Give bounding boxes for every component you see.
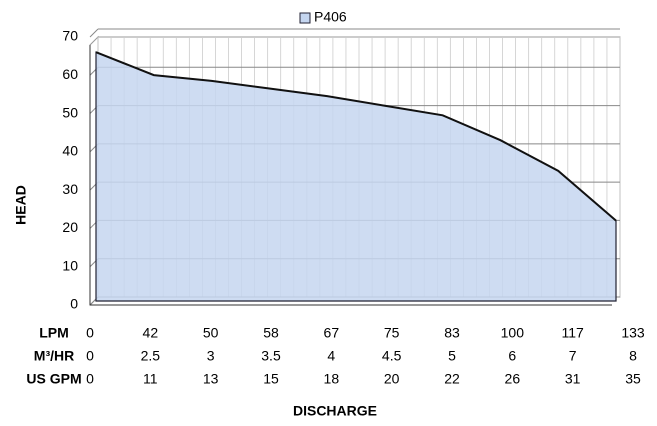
row-label: M³/HR xyxy=(34,348,74,364)
y-tick-label: 60 xyxy=(62,66,78,82)
y-tick-label: 20 xyxy=(62,219,78,235)
row-value: 3 xyxy=(207,348,215,364)
row-value: 8 xyxy=(629,348,637,364)
x-tick-label: 67 xyxy=(324,325,340,341)
x-tick-label: 83 xyxy=(444,325,460,341)
area-line xyxy=(95,51,617,222)
row-value: 18 xyxy=(324,371,340,387)
row-value: 3.5 xyxy=(261,348,281,364)
row-label: US GPM xyxy=(26,371,81,387)
row-value: 11 xyxy=(143,371,158,387)
row-value: 26 xyxy=(505,371,521,387)
row-value: 7 xyxy=(569,348,577,364)
row-value: 15 xyxy=(263,371,279,387)
y-tick-label: 10 xyxy=(62,257,78,273)
row-label: LPM xyxy=(39,325,69,341)
row-value: 5 xyxy=(448,348,456,364)
x-tick-label: 133 xyxy=(621,325,645,341)
x-tick-label: 50 xyxy=(203,325,219,341)
grid-line xyxy=(89,28,99,38)
y-tick-label: 70 xyxy=(62,28,78,44)
legend-swatch xyxy=(299,12,311,24)
row-value: 4.5 xyxy=(382,348,402,364)
y-axis-label: HEAD xyxy=(13,185,29,225)
x-tick-label: 0 xyxy=(86,325,94,341)
row-value: 35 xyxy=(625,371,641,387)
row-value: 31 xyxy=(565,371,581,387)
x-tick-label: 58 xyxy=(263,325,279,341)
row-value: 6 xyxy=(508,348,516,364)
row-value: 0 xyxy=(86,348,94,364)
row-value: 13 xyxy=(203,371,219,387)
row-value: 0 xyxy=(86,371,94,387)
x-axis-label: DISCHARGE xyxy=(293,403,377,419)
x-tick-label: 117 xyxy=(562,325,585,341)
y-tick-label: 50 xyxy=(62,104,78,120)
row-value: 2.5 xyxy=(141,348,161,364)
row-value: 20 xyxy=(384,371,400,387)
row-value: 22 xyxy=(444,371,460,387)
y-tick-label: 40 xyxy=(62,143,78,159)
x-tick-label: 42 xyxy=(143,325,159,341)
row-value: 4 xyxy=(327,348,335,364)
x-tick-label: 100 xyxy=(501,325,525,341)
y-tick-label: 0 xyxy=(70,296,78,312)
x-tick-label: 75 xyxy=(384,325,400,341)
y-tick-label: 30 xyxy=(62,181,78,197)
legend-label: P406 xyxy=(314,9,347,25)
